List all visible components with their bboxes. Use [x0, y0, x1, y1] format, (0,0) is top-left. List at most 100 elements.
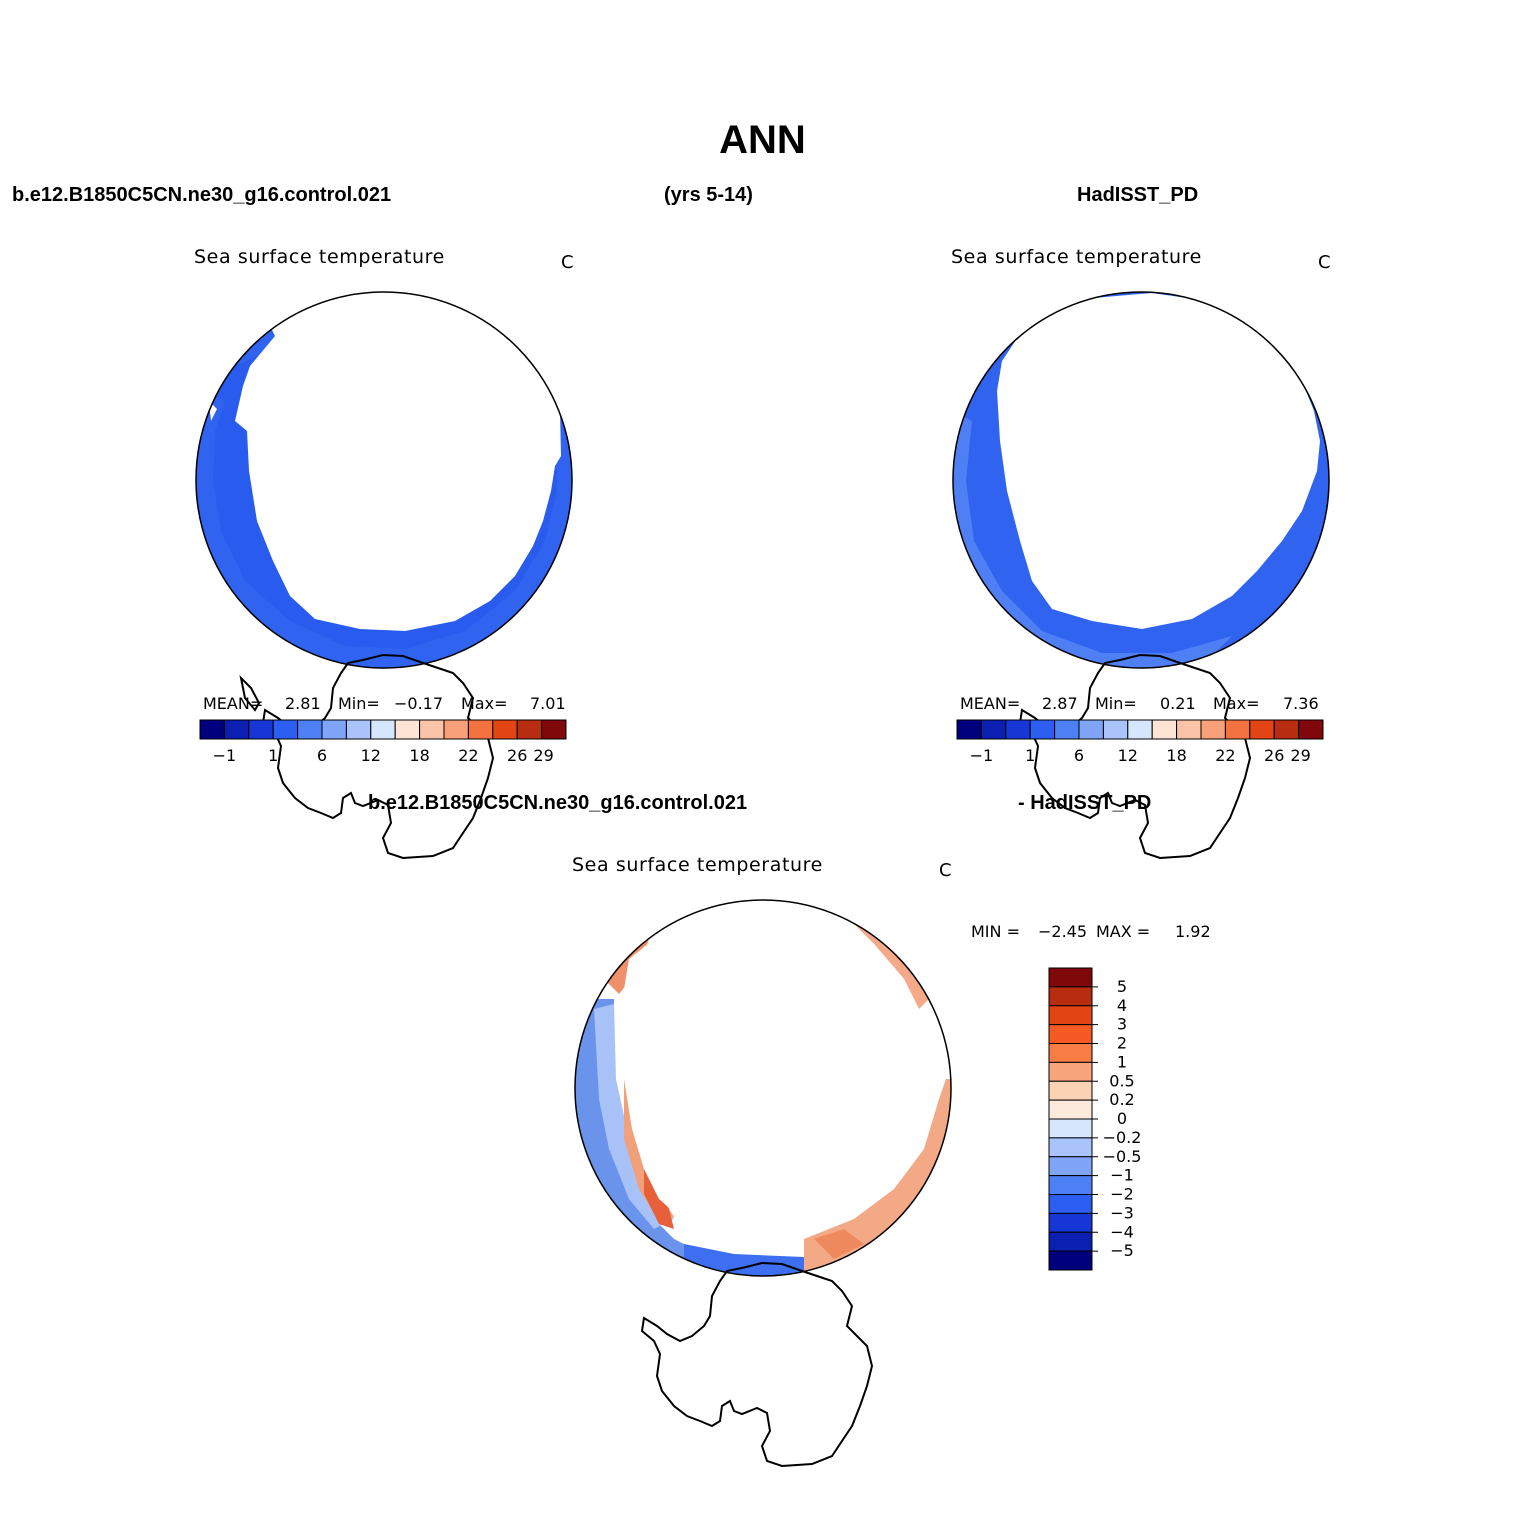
diff-colorbar-box	[1048, 1175, 1093, 1195]
model-colorbar-label: 1	[268, 746, 278, 765]
diff-colorbar-label: −0.5	[1103, 1147, 1142, 1166]
obs-colorbar-box	[1200, 719, 1226, 740]
model-colorbar-label: 26	[507, 746, 527, 765]
model-colorbar-box	[370, 719, 396, 740]
model-mean-label: MEAN=	[203, 694, 264, 713]
obs-mean-label: MEAN=	[960, 694, 1021, 713]
model-colorbar-label: 29	[533, 746, 553, 765]
obs-polar-map	[952, 291, 1330, 860]
model-polar-map	[195, 291, 573, 860]
obs-colorbar-label: 18	[1166, 746, 1186, 765]
obs-colorbar-box	[1151, 719, 1178, 740]
obs-colorbar-box	[956, 719, 982, 740]
diff-colorbar-label: 2	[1117, 1034, 1127, 1053]
obs-colorbar-label: 12	[1118, 746, 1138, 765]
diff-colorbar-label: −1	[1110, 1166, 1134, 1185]
model-map-border	[195, 291, 573, 669]
diff-colorbar-box	[1048, 1231, 1093, 1252]
diff-case-name: b.e12.B1850C5CN.ne30_g16.control.021	[368, 792, 748, 814]
diff-colorbar-box	[1048, 1118, 1093, 1139]
obs-stats: MEAN= 2.87 Min= 0.21 Max= 7.36	[960, 694, 1330, 714]
obs-colorbar-label: 1	[1025, 746, 1035, 765]
obs-colorbar-box	[1249, 719, 1275, 740]
model-max-label: Max=	[461, 694, 508, 713]
diff-colorbar-label: 4	[1117, 996, 1127, 1015]
model-mean-value: 2.81	[285, 694, 321, 713]
obs-max-value: 7.36	[1283, 694, 1319, 713]
diff-colorbar-label: 0.2	[1109, 1090, 1134, 1109]
diff-variable-title: Sea surface temperature	[572, 854, 823, 876]
model-colorbar-box	[394, 719, 421, 740]
obs-colorbar-box	[1005, 719, 1031, 740]
obs-units: C	[1318, 252, 1331, 273]
diff-colorbar-label: −3	[1110, 1203, 1134, 1222]
obs-variable-title: Sea surface temperature	[951, 246, 1202, 268]
diff-colorbar-box	[1048, 986, 1093, 1007]
diff-min-value: −2.45	[1038, 922, 1088, 941]
obs-colorbar-label: 6	[1074, 746, 1084, 765]
diff-colorbar-box	[1048, 1212, 1093, 1233]
diff-colorbar-box	[1048, 1194, 1093, 1214]
diff-colorbar-box	[1048, 1005, 1093, 1026]
model-colorbar-box	[223, 719, 250, 740]
diff-stats: MIN = −2.45 MAX = 1.92	[971, 922, 1231, 942]
diff-colorbar-label: 0	[1117, 1109, 1127, 1128]
model-variable-title: Sea surface temperature	[194, 246, 445, 268]
diff-colorbar-box	[1048, 1043, 1093, 1063]
model-max-value: 7.01	[530, 694, 566, 713]
obs-colorbar-label: −1	[970, 746, 994, 765]
model-colorbar-box	[248, 719, 274, 740]
obs-dataset-name: HadISST_PD	[1077, 184, 1199, 206]
obs-colorbar: −1 1 6 12 18 22 26 29	[956, 719, 1324, 765]
model-colorbar-box	[199, 719, 225, 740]
diff-obs-name: - HadISST_PD	[1018, 792, 1152, 814]
obs-sea-ice-mask	[997, 293, 1320, 629]
model-colorbar-box	[419, 719, 445, 740]
model-sea-ice-mask	[235, 292, 561, 631]
diff-colorbar-label: −2	[1110, 1185, 1134, 1204]
diff-colorbar-box	[1048, 1080, 1093, 1101]
diff-colorbar-label: 5	[1117, 977, 1127, 996]
model-min-value: −0.17	[394, 694, 444, 713]
model-colorbar-label: 6	[317, 746, 327, 765]
model-colorbar-label: 18	[409, 746, 429, 765]
diff-units: C	[939, 860, 952, 881]
model-colorbar-box	[297, 719, 323, 740]
obs-mean-value: 2.87	[1042, 694, 1078, 713]
obs-colorbar-box	[1078, 719, 1104, 740]
model-antarctica-coastline	[239, 653, 495, 860]
obs-colorbar-box	[980, 719, 1007, 740]
obs-colorbar-label: 26	[1264, 746, 1284, 765]
model-colorbar-label: 22	[458, 746, 478, 765]
model-colorbar-box	[492, 719, 518, 740]
diff-sea-ice-mask	[619, 904, 939, 1237]
diff-colorbar-box	[1048, 967, 1093, 988]
diff-colorbar-label: −0.2	[1103, 1128, 1142, 1147]
model-colorbar-box	[443, 719, 469, 740]
obs-colorbar-box	[1298, 719, 1324, 740]
obs-colorbar-box	[1273, 719, 1300, 740]
diff-antarctica-coastline	[640, 1261, 874, 1468]
diff-colorbar-box	[1048, 1156, 1093, 1177]
diff-colorbar-label: 3	[1117, 1015, 1127, 1034]
diff-min-label: MIN =	[971, 922, 1020, 941]
diff-polar-map	[574, 899, 952, 1468]
model-units: C	[561, 252, 574, 273]
years-label: (yrs 5-14)	[664, 184, 753, 206]
model-case-name: b.e12.B1850C5CN.ne30_g16.control.021	[12, 184, 392, 206]
model-colorbar-box	[321, 719, 347, 740]
diff-max-label: MAX =	[1096, 922, 1151, 941]
obs-colorbar-label: 22	[1215, 746, 1235, 765]
diff-colorbar-label: 0.5	[1109, 1071, 1134, 1090]
model-colorbar-box	[516, 719, 543, 740]
model-colorbar: −1 1 6 12 18 22 26 29	[199, 719, 567, 765]
model-colorbar-box	[272, 719, 299, 740]
obs-colorbar-box	[1224, 719, 1251, 740]
obs-colorbar-box	[1029, 719, 1056, 740]
obs-colorbar-box	[1054, 719, 1080, 740]
obs-map-border	[952, 291, 1330, 669]
diff-colorbar-box	[1048, 1250, 1093, 1271]
diff-map-border	[574, 899, 952, 1277]
diff-max-value: 1.92	[1175, 922, 1211, 941]
